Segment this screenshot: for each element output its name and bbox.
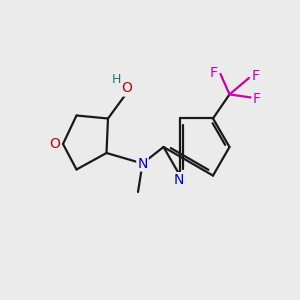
Text: F: F	[210, 65, 218, 80]
Text: O: O	[122, 82, 132, 95]
Text: F: F	[253, 92, 261, 106]
Text: O: O	[49, 137, 60, 151]
Text: N: N	[137, 157, 148, 170]
Text: H: H	[111, 73, 121, 86]
Text: N: N	[173, 173, 184, 187]
Text: F: F	[252, 69, 260, 83]
